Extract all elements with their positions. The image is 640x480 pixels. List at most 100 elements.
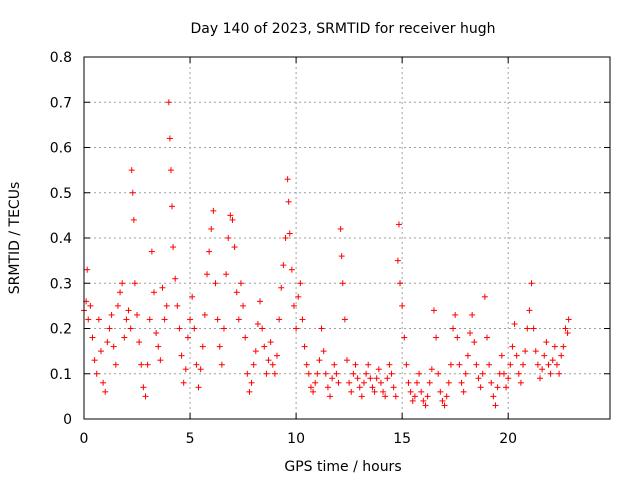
data-point [524,325,531,332]
data-point [229,216,236,223]
data-point [426,379,433,386]
data-point [350,370,357,377]
data-point [413,379,420,386]
data-point [450,325,457,332]
x-axis-label: GPS time / hours [284,459,401,475]
data-point [475,375,482,382]
data-point [191,325,198,332]
data-point [127,325,134,332]
data-point [195,384,202,391]
data-point [208,225,215,232]
data-point [104,339,111,346]
data-point [193,361,200,368]
data-point [95,316,102,323]
data-point [259,325,266,332]
data-point [174,302,181,309]
data-point [84,266,91,273]
data-point [545,361,552,368]
data-point [295,293,302,300]
data-point [97,348,104,355]
data-point [360,379,367,386]
data-point [435,370,442,377]
y-tick-label: 0.1 [50,367,72,383]
data-point [288,266,295,273]
data-point [454,334,461,341]
data-point [348,388,355,395]
data-point [180,379,187,386]
data-point [369,384,376,391]
x-tick-label: 0 [80,431,89,447]
data-point [341,316,348,323]
data-point [428,366,435,373]
data-point [123,316,130,323]
data-point [87,302,94,309]
data-point [331,361,338,368]
data-point [401,334,408,341]
data-point [225,235,232,241]
data-point [85,316,92,323]
data-point [276,316,283,323]
data-point [481,293,488,300]
data-point [509,343,516,350]
data-point [405,379,412,386]
data-point [469,311,476,318]
data-point [204,271,211,278]
data-point [543,339,550,346]
x-tick-label: 5 [186,431,195,447]
data-point [267,339,274,346]
data-point [278,284,285,291]
data-point [314,370,321,377]
data-point [505,375,512,382]
data-point [165,99,172,106]
data-point [242,334,249,341]
data-point [443,393,450,400]
data-point [539,366,546,373]
plot-frame [83,56,611,420]
data-point [437,388,444,395]
data-point [299,316,306,323]
data-point [301,343,308,350]
data-point [390,384,397,391]
data-point [553,361,560,368]
data-point [424,393,431,400]
data-point [388,370,395,377]
data-point [447,361,454,368]
data-point [167,167,174,174]
data-point [163,302,170,309]
data-point [130,216,137,223]
data-point [131,280,138,287]
data-point [511,320,518,327]
y-tick-label: 0.8 [50,50,72,66]
data-point [380,388,387,395]
data-point [271,370,278,377]
data-point [206,248,213,255]
data-point [148,248,155,255]
data-point [433,334,440,341]
data-point [416,370,423,377]
data-point [303,361,310,368]
data-point [537,375,544,382]
data-point [338,253,345,260]
data-point [140,384,147,391]
data-point [248,379,255,386]
data-point [316,357,323,364]
data-point [231,244,238,251]
data-point [532,348,539,355]
data-point [187,316,194,323]
data-point [284,176,291,183]
data-point [335,379,342,386]
data-point [100,379,107,386]
data-point [176,325,183,332]
data-point [223,271,230,278]
data-point [403,361,410,368]
data-point [246,388,253,395]
data-point [170,244,177,251]
data-point [235,316,242,323]
data-point [161,316,168,323]
data-point [547,370,554,377]
data-point [128,167,135,174]
data-point [460,388,467,395]
data-point [526,307,533,314]
data-point [121,334,128,341]
data-point [473,361,480,368]
